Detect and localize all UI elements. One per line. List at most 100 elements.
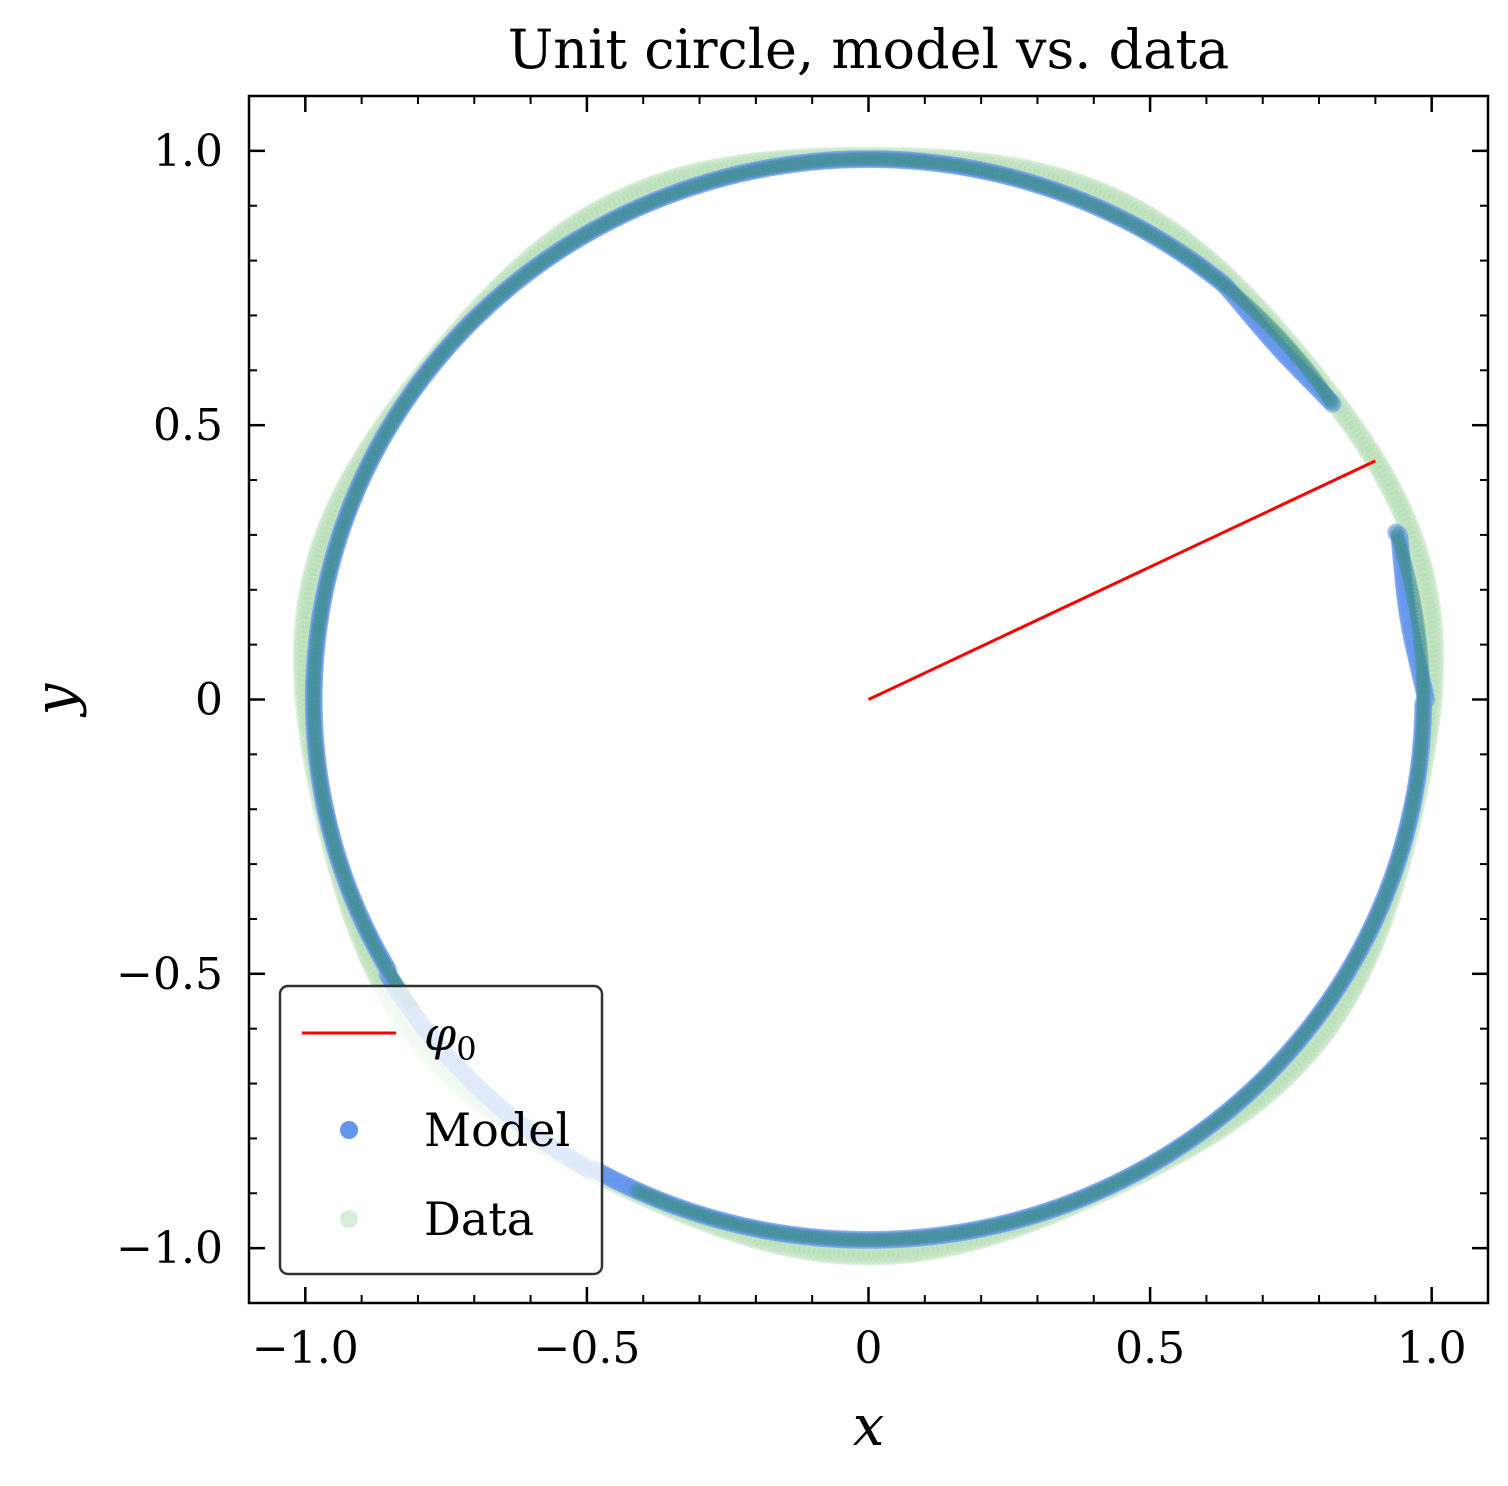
- overlap-point: [1410, 617, 1425, 632]
- overlap-point: [1003, 170, 1018, 185]
- overlap-point: [526, 262, 541, 277]
- overlap-point: [312, 613, 327, 628]
- overlap-point: [357, 465, 372, 480]
- overlap-point: [1021, 1209, 1036, 1224]
- overlap-point: [410, 377, 425, 392]
- overlap-point: [1148, 230, 1163, 245]
- overlap-point: [381, 422, 396, 437]
- overlap-point: [1414, 654, 1429, 669]
- overlap-point: [532, 257, 547, 272]
- overlap-point: [911, 154, 926, 169]
- overlap-point: [1249, 1078, 1264, 1093]
- overlap-point: [1305, 368, 1320, 383]
- overlap-point: [1232, 1094, 1247, 1109]
- overlap-point: [716, 170, 731, 185]
- legend-data-swatch: [340, 1210, 358, 1228]
- overlap-point: [1255, 311, 1270, 326]
- overlap-point: [1378, 887, 1393, 902]
- overlap-point: [1323, 393, 1338, 408]
- overlap-point: [1390, 855, 1405, 870]
- overlap-point: [584, 224, 599, 239]
- overlap-point: [323, 561, 338, 576]
- overlap-point: [1393, 539, 1408, 554]
- overlap-point: [679, 1202, 694, 1217]
- overlap-point: [1392, 536, 1407, 551]
- overlap-point: [1395, 837, 1410, 852]
- overlap-point: [347, 894, 362, 909]
- overlap-point: [338, 873, 353, 888]
- overlap-point: [401, 390, 416, 405]
- overlap-point: [383, 965, 398, 980]
- overlap-point: [1029, 1207, 1044, 1222]
- chart-title: Unit circle, model vs. data: [508, 18, 1229, 81]
- overlap-point: [377, 428, 392, 443]
- overlap-point: [791, 1228, 806, 1243]
- overlap-point: [325, 830, 340, 845]
- overlap-point: [1323, 991, 1338, 1006]
- overlap-point: [362, 929, 377, 944]
- overlap-point: [915, 154, 930, 169]
- overlap-point: [344, 887, 359, 902]
- overlap-point: [1374, 898, 1389, 913]
- overlap-point: [326, 550, 341, 565]
- overlap-point: [842, 152, 857, 167]
- data-point: [1392, 503, 1415, 526]
- overlap-point: [308, 651, 323, 666]
- overlap-point: [965, 161, 980, 176]
- overlap-point: [1407, 594, 1422, 609]
- overlap-point: [1410, 613, 1425, 628]
- overlap-point: [307, 673, 322, 688]
- overlap-point: [904, 153, 919, 168]
- data-point: [1365, 452, 1388, 475]
- overlap-point: [1097, 1181, 1112, 1196]
- overlap-point: [931, 156, 946, 171]
- overlap-point: [1069, 1193, 1084, 1208]
- overlap-point: [969, 162, 984, 177]
- overlap-point: [459, 319, 474, 334]
- overlap-point: [731, 167, 746, 182]
- overlap-point: [307, 718, 322, 733]
- data-point: [1411, 558, 1434, 581]
- overlap-point: [660, 1196, 675, 1211]
- overlap-point: [320, 812, 335, 827]
- overlap-point: [1347, 952, 1362, 967]
- overlap-point: [1003, 1214, 1018, 1229]
- overlap-point: [1286, 345, 1301, 360]
- overlap-point: [815, 1231, 830, 1246]
- overlap-point: [738, 165, 753, 180]
- overlap-point: [1190, 257, 1205, 272]
- overlap-point: [405, 384, 420, 399]
- overlap-point: [650, 192, 665, 207]
- overlap-point: [653, 1193, 668, 1208]
- overlap-point: [356, 915, 371, 930]
- overlap-point: [318, 801, 333, 816]
- overlap-point: [1400, 819, 1415, 834]
- overlap-point: [314, 602, 329, 617]
- overlap-point: [686, 1205, 701, 1220]
- overlap-point: [312, 617, 327, 632]
- overlap-point: [1145, 1156, 1160, 1171]
- data-point: [1421, 616, 1444, 639]
- overlap-point: [359, 462, 374, 477]
- overlap-point: [1058, 1197, 1073, 1212]
- data-point: [1373, 464, 1396, 487]
- overlap-point: [896, 153, 911, 168]
- overlap-point: [369, 442, 384, 457]
- overlap-point: [335, 521, 350, 536]
- overlap-point: [1054, 185, 1069, 200]
- overlap-point: [1392, 848, 1407, 863]
- overlap-point: [340, 507, 355, 522]
- overlap-point: [1072, 1192, 1087, 1207]
- overlap-point: [457, 322, 472, 337]
- overlap-point: [1135, 222, 1150, 237]
- overlap-point: [950, 159, 965, 174]
- overlap-point: [1263, 1065, 1278, 1080]
- overlap-point: [1317, 1000, 1332, 1015]
- overlap-point: [1165, 240, 1180, 255]
- overlap-point: [1142, 226, 1157, 241]
- overlap-point: [1087, 198, 1102, 213]
- overlap-point: [772, 159, 787, 174]
- overlap-point: [791, 156, 806, 171]
- overlap-point: [306, 692, 321, 707]
- overlap-point: [307, 726, 322, 741]
